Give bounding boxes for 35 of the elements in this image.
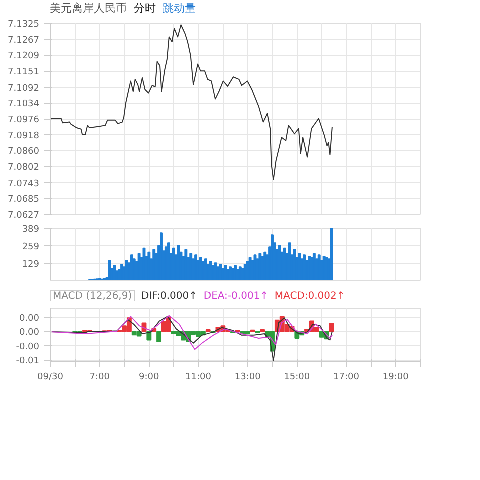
y-tick-label: 7.0860 — [8, 147, 40, 158]
x-tick-label: 13:00 — [234, 372, 262, 382]
y-tick-label: 259 — [22, 242, 40, 252]
y-tick-label: 7.0685 — [8, 195, 40, 206]
y-tick-label: 7.1325 — [8, 20, 40, 30]
x-tick-label: 7:00 — [90, 372, 110, 382]
x-tick-label: 9:00 — [139, 372, 160, 382]
y-tick-label: 0.00 — [19, 328, 40, 338]
text: DEA:-0.001↑ — [204, 291, 269, 302]
y-tick-label: 7.1209 — [8, 52, 40, 62]
x-tick-label: 17:00 — [334, 372, 360, 382]
text: 跳动量 — [163, 2, 196, 15]
y-tick-label: 7.1151 — [8, 68, 40, 78]
y-tick-label: 7.0976 — [8, 116, 40, 126]
x-tick-label: 19:00 — [382, 372, 410, 382]
x-tick-label: 15:00 — [284, 372, 310, 382]
y-tick-label: 0.00 — [19, 314, 40, 324]
y-tick-label: 7.1034 — [8, 100, 40, 110]
y-tick-label: 129 — [22, 260, 40, 270]
chart-title: 美元离岸人民币 — [50, 2, 127, 15]
y-tick-label: 389 — [22, 225, 40, 235]
legend-title: MACD (12,26,9) — [50, 290, 136, 303]
y-tick-label: 7.1092 — [8, 84, 40, 94]
y-tick-label: 7.0627 — [8, 211, 40, 221]
y-tick-label: -0.01 — [16, 356, 40, 367]
y-tick-label: 7.0802 — [8, 163, 40, 174]
y-tick-label: 7.0743 — [8, 179, 40, 190]
text: DIF:0.000↑ — [142, 291, 198, 302]
y-tick-label: -0.00 — [16, 342, 40, 352]
x-tick-label: 11:00 — [186, 372, 212, 382]
y-tick-label: 7.0918 — [8, 131, 40, 142]
series-label: MACD:0.002↑ — [274, 291, 346, 302]
chart-subtitle: 分时 — [134, 2, 156, 15]
y-tick-label: 7.1267 — [8, 36, 40, 46]
x-tick-label: 09/30 — [38, 372, 64, 382]
